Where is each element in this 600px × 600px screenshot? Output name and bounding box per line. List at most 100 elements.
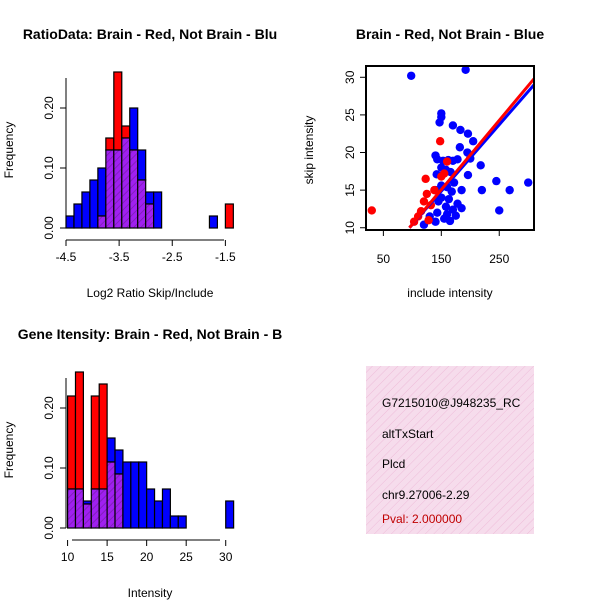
info-panel-background [366, 366, 534, 534]
not-brain-point [477, 185, 487, 195]
not-brain-point [476, 161, 485, 170]
not-brain-point [495, 206, 504, 215]
not-brain-point [463, 129, 473, 138]
ratio-y-ticks: 0.00 0.10 0.20 [42, 96, 66, 240]
not-brain-point [457, 203, 466, 213]
not-brain-bar [153, 191, 163, 229]
ratio-histogram: RatioData: Brain - Red, Not Brain - Blu … [2, 26, 277, 300]
not-brain-bar [138, 461, 148, 529]
not-brain-bar [169, 515, 179, 529]
not-brain-bar [65, 215, 75, 229]
overlap-bar [90, 488, 100, 529]
overlap-bar [82, 503, 92, 529]
y-tick-label: 0.00 [42, 216, 56, 240]
info-pval: Pval: 2.000000 [382, 512, 462, 526]
y-tick-label: 0.20 [42, 96, 56, 120]
info-event-type: altTxStart [382, 427, 434, 441]
x-tick-label: -4.5 [56, 250, 77, 264]
overlap-bar [105, 149, 115, 229]
overlap-bar [129, 149, 139, 229]
brain-bar [66, 395, 77, 490]
intensity-histogram-title: Gene Itensity: Brain - Red, Not Brain - … [18, 326, 282, 342]
intensity-histogram: Gene Itensity: Brain - Red, Not Brain - … [2, 326, 282, 600]
brain-point [430, 185, 439, 195]
not-brain-bar [81, 191, 91, 229]
scatter-points [367, 66, 533, 229]
x-tick-label: -1.5 [215, 250, 236, 264]
x-tick-label: 50 [377, 252, 391, 266]
not-brain-point [463, 170, 473, 180]
not-brain-point [524, 178, 533, 187]
info-probe-id: G7215010@J948235_RC [382, 396, 521, 410]
not-brain-point [505, 185, 514, 195]
brain-point [367, 206, 376, 215]
not-brain-point [433, 208, 442, 217]
brain-bar [105, 137, 115, 151]
y-tick-label: 10 [343, 221, 357, 235]
not-brain-bar [97, 167, 107, 217]
not-brain-bar [122, 461, 132, 529]
x-tick-label: 150 [431, 252, 451, 266]
ratio-histogram-bars [65, 71, 234, 229]
not-brain-point [461, 66, 470, 74]
overlap-bar [74, 488, 84, 529]
intensity-x-label: Intensity [128, 586, 173, 600]
not-brain-point [447, 187, 456, 196]
scatter-y-ticks: 10 15 20 25 30 [343, 70, 366, 234]
brain-bar [121, 125, 131, 139]
brain-point [424, 216, 433, 225]
ratio-histogram-title: RatioData: Brain - Red, Not Brain - Blu [23, 26, 277, 42]
x-tick-label: 10 [61, 550, 75, 564]
ratio-y-label: Frequency [2, 122, 16, 179]
x-tick-label: 250 [489, 252, 509, 266]
ratio-x-label: Log2 Ratio Skip/Include [87, 286, 214, 300]
overlap-bar [137, 179, 147, 229]
scatter-y-label: skip intensity [302, 116, 316, 185]
brain-point [442, 157, 452, 166]
overlap-bar [114, 473, 124, 529]
info-coords: chr9.27006-2.29 [382, 488, 470, 502]
scatter-x-ticks: 50 150 250 [377, 230, 510, 266]
intensity-y-ticks: 0.00 0.10 0.20 [42, 396, 66, 540]
not-brain-point [441, 202, 451, 211]
y-tick-label: 20 [343, 146, 357, 160]
brain-point [422, 189, 432, 199]
not-brain-bar [73, 203, 83, 229]
not-brain-point [448, 121, 458, 130]
intensity-x-ticks: 10 15 20 25 30 [61, 540, 233, 564]
overlap-bar [121, 137, 131, 229]
x-tick-label: -2.5 [162, 250, 183, 264]
not-brain-bar [114, 449, 124, 475]
overlap-bar [98, 488, 108, 529]
y-tick-label: 0.10 [42, 156, 56, 180]
not-brain-bar [161, 488, 171, 529]
y-tick-label: 0.00 [42, 516, 56, 540]
overlap-bar [66, 488, 77, 529]
overlap-bar [113, 149, 123, 229]
not-brain-bar [146, 488, 156, 529]
scatter-title: Brain - Red, Not Brain - Blue [356, 26, 544, 42]
scatter-x-label: include intensity [407, 286, 492, 300]
scatter-plot-box [365, 65, 535, 231]
intensity-scatter: Brain - Red, Not Brain - Blue 50 150 250 1… [302, 26, 544, 300]
brain-bar [224, 203, 234, 229]
not-brain-point [455, 143, 465, 152]
not-brain-point [434, 197, 443, 206]
not-brain-bar [153, 500, 164, 529]
not-brain-point [492, 176, 501, 186]
not-brain-point [406, 71, 416, 80]
brain-point [440, 169, 449, 178]
not-brain-point [431, 217, 440, 226]
info-panel-clip: G7215010@J948235_RC altTxStart Plcd chr9… [382, 396, 521, 526]
overlap-bar [97, 215, 107, 229]
overlap-bar [106, 461, 116, 529]
info-gene: Plcd [382, 457, 405, 471]
not-brain-point [468, 137, 478, 146]
brain-point [435, 137, 445, 146]
info-panel: G7215010@J948235_RC altTxStart Plcd chr9… [366, 366, 534, 534]
not-brain-bar [130, 461, 140, 529]
x-tick-label: 30 [219, 550, 233, 564]
y-tick-label: 0.10 [42, 456, 56, 480]
brain-bar [113, 71, 123, 151]
